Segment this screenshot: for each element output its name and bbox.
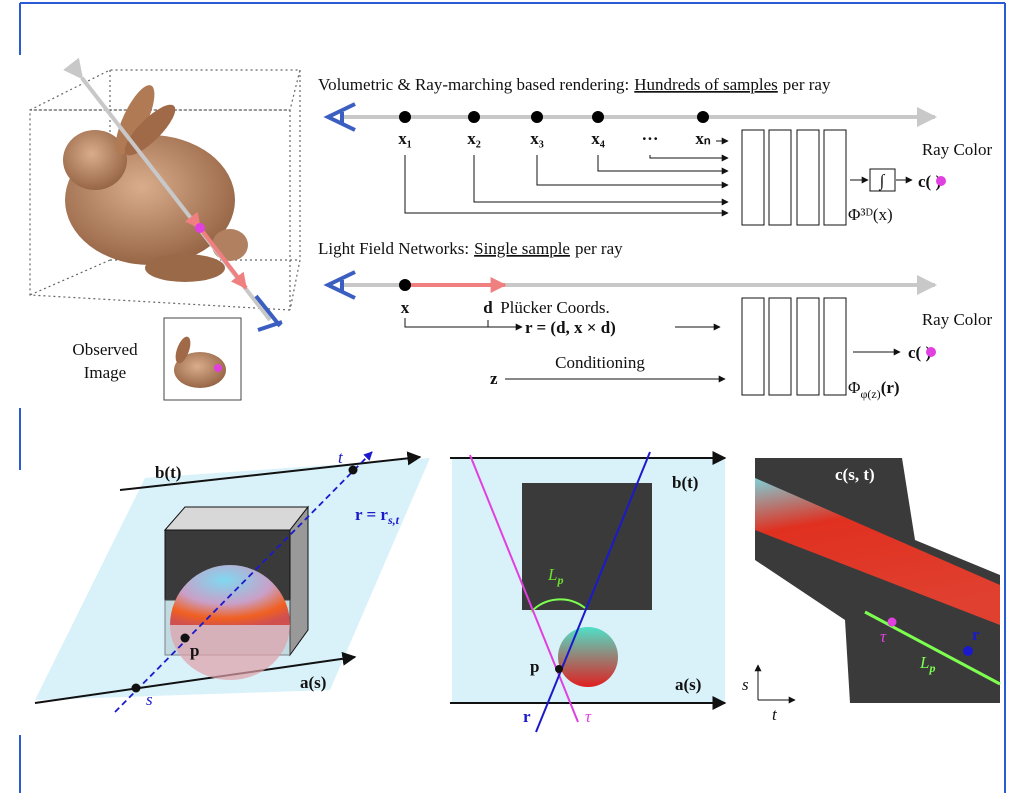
- volumetric-row-g-path: [474, 155, 728, 202]
- lfn-row-label: Single sample: [474, 239, 570, 258]
- volumetric-row-rect: [769, 130, 791, 225]
- bunny-scene-g-line: [30, 260, 110, 295]
- light-field-panel-label: t: [772, 705, 778, 724]
- lfn-row-label: Conditioning: [555, 353, 645, 372]
- lfn-row-label: φ(z): [860, 387, 880, 401]
- volumetric-row-circle: [697, 111, 709, 123]
- two-plane-panel-circle: [181, 634, 190, 643]
- volumetric-row-label: x₁: [398, 129, 412, 148]
- two-plane-panel-circle: [349, 466, 358, 475]
- lfn-row-label: r = (d, x × d): [525, 318, 616, 337]
- lfn-row-label: d: [483, 298, 493, 317]
- volumetric-row-label: Φ³ᴰ(x): [848, 205, 893, 224]
- lfn-row-label: Plücker Coords.: [500, 298, 610, 317]
- lfn-row-rect: [824, 298, 846, 395]
- top-view-panel-label: p: [530, 657, 539, 676]
- light-field-panel-circle: [963, 646, 973, 656]
- lfn-row-label: z: [490, 369, 498, 388]
- lfn-row-circle: [926, 347, 936, 357]
- lfn-row-circle: [399, 279, 411, 291]
- volumetric-row-g-path: [537, 155, 728, 185]
- volumetric-row-circle: [468, 111, 480, 123]
- lfn-row-rect: [742, 298, 764, 395]
- volumetric-row-label: per ray: [783, 75, 831, 94]
- bunny-scene-circle: [195, 223, 205, 233]
- lfn-row-label: Φ: [848, 378, 860, 397]
- volumetric-row-rect: [797, 130, 819, 225]
- bunny-scene-g-line: [290, 260, 300, 310]
- volumetric-row: Volumetric & Ray-marching based renderin…: [318, 75, 993, 225]
- volumetric-row-g-path: [405, 155, 728, 213]
- light-field-panel-circle: [888, 618, 897, 627]
- volumetric-row-label: x₂: [467, 129, 481, 148]
- bunny-scene-circle: [214, 364, 222, 372]
- bunny-scene-g-polygon: [30, 70, 300, 110]
- top-view-panel-label: b(t): [672, 473, 698, 492]
- lfn-row-rect: [797, 298, 819, 395]
- two-plane-panel-label: a(s): [300, 673, 326, 692]
- top-view-panel-circle: [555, 665, 563, 673]
- volumetric-row-label: xₙ: [695, 129, 711, 148]
- two-plane-panel-label: r = r: [355, 505, 388, 524]
- top-view-panel-rect: [522, 483, 652, 610]
- volumetric-row-circle: [936, 176, 946, 186]
- lfn-row-rect: [769, 298, 791, 395]
- volumetric-row-label: Volumetric & Ray-marching based renderin…: [318, 75, 629, 94]
- two-plane-panel: b(t) t r = rs,t p a(s) s: [35, 448, 430, 712]
- top-view-panel-label: a(s): [675, 675, 701, 694]
- bunny-scene-ellipse: [212, 229, 248, 261]
- lfn-row-label: per ray: [575, 239, 623, 258]
- two-plane-panel-label: s,t: [387, 513, 400, 527]
- lfn-row-label: Ray Color: [922, 310, 993, 329]
- light-field-panel-label: c(s, t): [835, 465, 875, 484]
- light-field-panel-label: r: [972, 625, 980, 644]
- two-plane-panel-label: s: [146, 690, 153, 709]
- top-view-panel-label: τ: [585, 707, 592, 726]
- light-field-panel-label: L: [919, 653, 929, 672]
- figure: Observed Image Volumetric & Ray-marching…: [0, 0, 1020, 793]
- light-field-panel-label: p: [928, 661, 935, 675]
- lfn-row-label: (r): [881, 378, 900, 397]
- bunny-scene-ellipse: [145, 254, 225, 282]
- top-view-panel-label: r: [523, 707, 531, 726]
- lfn-row: Light Field Networks: Single sample per ra…: [318, 239, 993, 401]
- volumetric-row-label: Hundreds of samples: [634, 75, 778, 94]
- bunny-scene-label: Image: [84, 363, 126, 382]
- lfn-row-g-path: [405, 318, 522, 327]
- two-plane-panel-circle: [132, 684, 141, 693]
- bunny-scene: Observed Image: [30, 70, 300, 400]
- lfn-row-label: x: [401, 298, 410, 317]
- volumetric-row-text: Volumetric & Ray-marching based renderin…: [318, 75, 831, 94]
- bunny-scene-label: Observed: [72, 340, 138, 359]
- light-field-panel-label: τ: [880, 627, 887, 646]
- volumetric-row-rect: [742, 130, 764, 225]
- volumetric-row-circle: [399, 111, 411, 123]
- volumetric-row-g-path: [650, 155, 728, 158]
- lfn-row-text: Φφ(z)(r): [848, 378, 900, 401]
- two-plane-panel-polygon: [165, 507, 308, 530]
- volumetric-row-label: ···: [641, 129, 658, 148]
- volumetric-row-label: x₄: [591, 129, 605, 148]
- volumetric-row-rect: [824, 130, 846, 225]
- light-field-panel-label: s: [742, 675, 749, 694]
- lfn-row-text: Light Field Networks: Single sample per ra…: [318, 239, 623, 258]
- volumetric-row-circle: [531, 111, 543, 123]
- lfn-row-label: Light Field Networks:: [318, 239, 469, 258]
- top-view-panel-label: L: [547, 565, 557, 584]
- light-field-panel: c(s, t) τ r Lp s t: [742, 458, 1000, 724]
- volumetric-row-label: Ray Color: [922, 140, 993, 159]
- volumetric-row-label: x₃: [530, 129, 544, 148]
- two-plane-panel-label: b(t): [155, 463, 181, 482]
- bunny-scene-path: [256, 296, 282, 330]
- volumetric-row-g-path: [598, 155, 728, 171]
- two-plane-panel-label: p: [190, 641, 199, 660]
- volumetric-row-circle: [592, 111, 604, 123]
- top-view-panel: b(t) Lp p a(s) r τ: [450, 452, 725, 732]
- top-view-panel-label: p: [556, 573, 563, 587]
- two-plane-panel-polygon: [290, 507, 308, 655]
